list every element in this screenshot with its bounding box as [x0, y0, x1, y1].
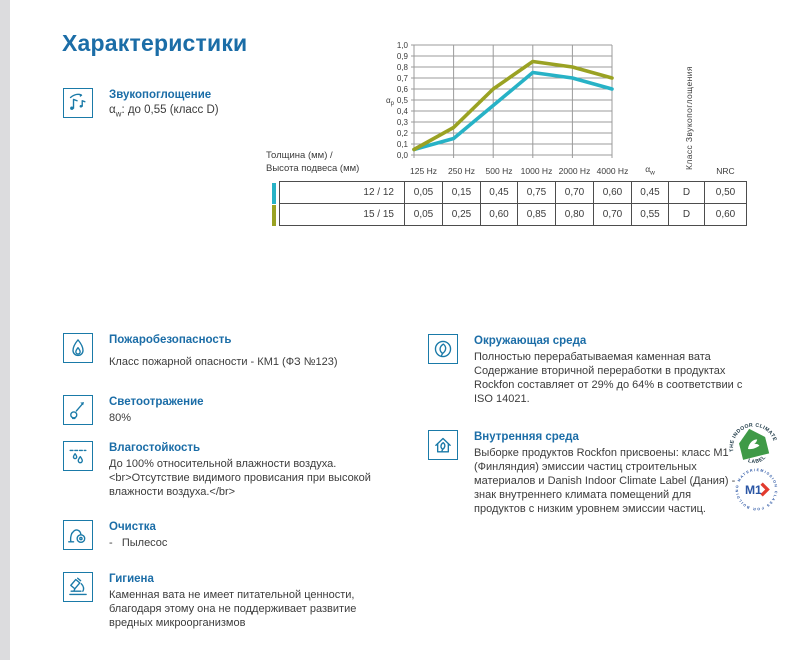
y-tick-label: 0,8	[397, 63, 409, 72]
freq-header: 125 Hz	[410, 165, 437, 176]
table-cell: 0,45	[631, 181, 669, 204]
feature-body: До 100% относительной влажности воздуха.…	[109, 458, 374, 498]
feature-title: Внутренняя среда	[474, 431, 579, 443]
table-cell: 0,25	[442, 203, 481, 226]
table-cell: 0,50	[704, 181, 747, 204]
sound-absorption-title: Звукопоглощение	[109, 89, 212, 101]
absorption-chart: 1,0 0,9 0,8 0,7 0,6 0,5 0,4 0,3 0,2 0,1 0,0 αp	[386, 41, 614, 160]
table-cell: 0,60	[593, 181, 632, 204]
page-left-margin	[0, 0, 10, 660]
feature-title: Очистка	[109, 521, 156, 533]
feature-environment: Окружающая среда Полностью перерабатываем…	[428, 334, 744, 406]
table-cell: 0,70	[555, 181, 594, 204]
feature-sound-absorption: Звукопоглощение αw: до 0,55 (класс D)	[63, 88, 393, 118]
y-tick-label: 0,4	[397, 107, 409, 116]
microscope-icon	[63, 572, 93, 602]
freq-header: 4000 Hz	[596, 165, 629, 176]
feature-body: Полностью перерабатываемая каменная вата…	[474, 351, 743, 405]
y-tick-label: 0,2	[397, 129, 409, 138]
table-cell: D	[668, 203, 705, 226]
feature-title: Влагостойкость	[109, 442, 201, 454]
table-cell: 0,05	[404, 181, 443, 204]
page-title: Характеристики	[62, 30, 248, 56]
y-tick-label: 1,0	[397, 41, 409, 50]
dove-icon	[747, 439, 760, 450]
freq-header: 500 Hz	[485, 165, 513, 176]
feature-cleaning: Очистка - Пылесос	[63, 520, 394, 550]
nrc-header: NRC	[716, 165, 735, 176]
row-label: 12 / 12	[279, 181, 405, 204]
table-cell: 0,85	[517, 203, 556, 226]
feature-hygiene: Гигиена Каменная вата не имеет питательно…	[63, 572, 394, 630]
table-cell: 0,75	[517, 181, 556, 204]
alpha-w-header: αw	[645, 164, 655, 177]
table-row: 12 / 12 0,05 0,15 0,45 0,75 0,70 0,60 0,45 D 0,50	[279, 181, 747, 204]
feature-body: Каменная вата не имеет питательной ценно…	[109, 589, 360, 629]
series-swatch	[272, 182, 276, 204]
series-line-12-12	[412, 70, 614, 152]
flame-icon	[63, 333, 93, 363]
table-cell: 0,80	[555, 203, 594, 226]
droplets-icon	[63, 441, 93, 471]
leaf-icon	[428, 334, 458, 364]
feature-title: Светоотражение	[109, 396, 204, 408]
feature-light: Светоотражение 80%	[63, 395, 394, 425]
table-cell: 0,45	[480, 181, 518, 204]
y-tick-label: 0,6	[397, 85, 409, 94]
y-tick-label: 0,5	[397, 96, 409, 105]
feature-title: Окружающая среда	[474, 335, 587, 347]
y-axis-label: αp	[386, 96, 395, 107]
vacuum-icon	[63, 520, 93, 550]
house-leaf-icon	[428, 430, 458, 460]
series-line-15-15	[412, 59, 614, 152]
bulb-icon	[63, 395, 93, 425]
red-chevron-icon	[760, 482, 770, 497]
freq-header: 2000 Hz	[558, 165, 591, 176]
feature-body: 80%	[109, 412, 132, 424]
freq-header: 250 Hz	[448, 165, 475, 176]
m1-label-logo: EMISSION CLASS FOR BUILDING MATERIALS M1	[733, 466, 780, 513]
y-tick-label: 0,9	[397, 52, 409, 61]
indoor-climate-label-logo: THE INDOOR CLIMATE LABEL	[724, 417, 778, 467]
absorption-table: 125 Hz 250 Hz 500 Hz 1000 Hz 2000 Hz 4000 Hz α…	[279, 160, 747, 226]
table-cell: 0,05	[404, 203, 443, 226]
thickness-column-label: Толщина (мм) / Высота подвеса (мм)	[266, 150, 360, 174]
feature-body: - Пылесос	[109, 537, 168, 549]
table-cell: 0,55	[631, 203, 669, 226]
feature-indoor: Внутренняя среда Выборке продуктов Rockfo…	[428, 430, 744, 516]
series-swatch	[272, 205, 276, 226]
y-tick-label: 0,3	[397, 118, 409, 127]
feature-fire: Пожаробезопасность Класс пожарной опаснос…	[63, 333, 394, 369]
y-tick-label: 0,7	[397, 74, 409, 83]
table-cell: 0,60	[480, 203, 518, 226]
feature-body: Выборке продуктов Rockfon присвоены: кла…	[474, 447, 739, 515]
feature-body: Класс пожарной опасности - КМ1 (ФЗ №123)	[109, 356, 338, 368]
table-cell: D	[668, 181, 705, 204]
freq-header: 1000 Hz	[520, 165, 553, 176]
feature-title: Гигиена	[109, 573, 154, 585]
feature-title: Пожаробезопасность	[109, 334, 232, 346]
table-cell: 0,70	[593, 203, 632, 226]
table-cell: 0,15	[442, 181, 481, 204]
table-cell: 0,60	[704, 203, 747, 226]
sound-absorption-value: αw: до 0,55 (класс D)	[109, 104, 219, 119]
feature-moisture: Влагостойкость До 100% относительной влаж…	[63, 441, 394, 499]
row-label: 15 / 15	[279, 203, 405, 226]
music-notes-icon	[63, 88, 93, 118]
table-row: 15 / 15 0,05 0,25 0,60 0,85 0,80 0,70 0,55 D 0,60	[279, 203, 747, 226]
y-tick-label: 0,0	[397, 151, 409, 160]
y-tick-label: 0,1	[397, 140, 409, 149]
svg-text:M1: M1	[745, 483, 762, 497]
